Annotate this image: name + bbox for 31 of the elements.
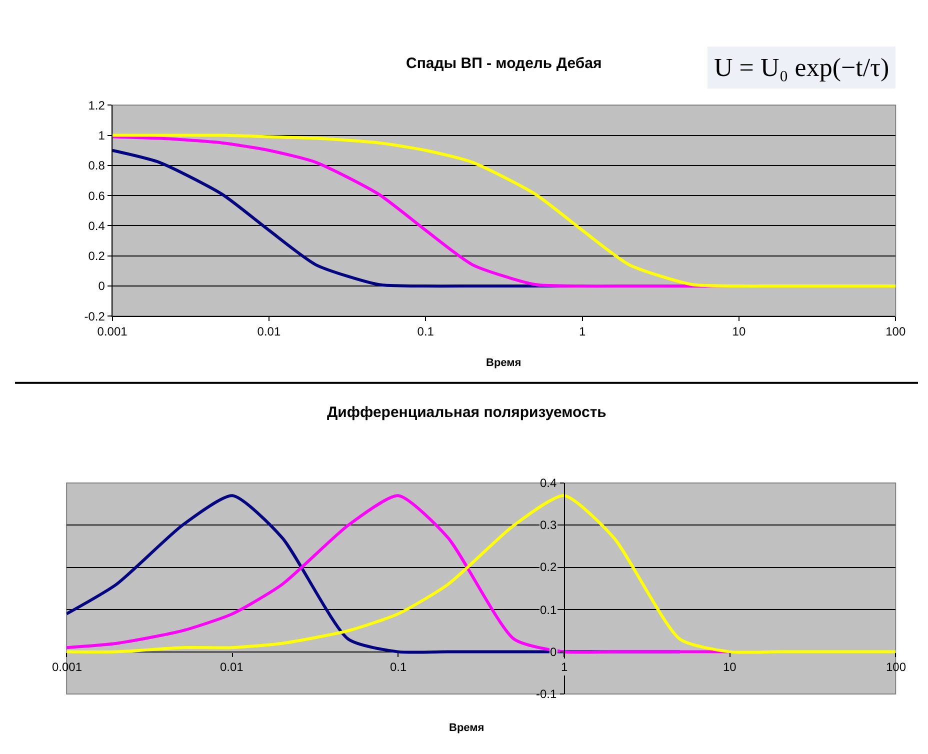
x-axis-title: Время [486, 357, 522, 369]
x-tick-label: 0.001 [52, 660, 82, 674]
x-tick-label: 10 [732, 324, 746, 339]
x-tick-label: 100 [886, 324, 906, 339]
x-tick-label: 1 [578, 324, 586, 339]
chart-title: Дифференциальная поляризуемость [327, 404, 606, 421]
x-tick-label: 0.001 [97, 324, 128, 339]
x-axis-title: Время [449, 722, 484, 734]
x-tick-label: 1 [561, 660, 568, 674]
y-tick-label: 0 [550, 645, 557, 659]
y-tick-label: -0.1 [536, 687, 558, 701]
y-tick-label: 0.6 [88, 188, 106, 203]
y-tick-label: 1 [98, 128, 106, 142]
y-tick-label: 0.1 [540, 603, 558, 617]
y-tick-label: 0.3 [540, 518, 558, 532]
y-tick-label: 0.2 [540, 560, 558, 574]
chart-title: Спады ВП - модель Дебая [406, 55, 602, 72]
y-tick-label: 0.8 [88, 158, 106, 173]
y-tick-label: -0.2 [84, 309, 106, 324]
y-tick-label: 0.4 [88, 218, 106, 233]
y-tick-label: 1.2 [88, 98, 106, 112]
text: U = U₀ exp(−t/τ) [714, 53, 890, 82]
x-tick-label: 100 [886, 660, 906, 674]
y-tick-label: 0 [98, 279, 106, 294]
x-tick-label: 0.01 [257, 324, 281, 339]
x-tick-label: 0.1 [390, 660, 408, 674]
y-tick-label: 0.4 [540, 476, 558, 490]
x-tick-label: 0.01 [220, 660, 244, 674]
x-tick-label: 10 [723, 660, 737, 674]
x-tick-label: 0.1 [417, 324, 434, 339]
y-tick-label: 0.2 [88, 249, 106, 264]
